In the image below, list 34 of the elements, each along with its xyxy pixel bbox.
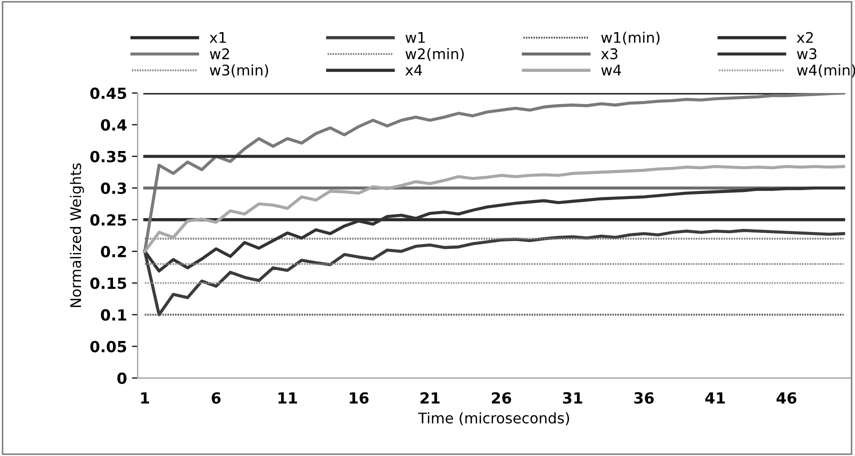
x-tick-label: 16 bbox=[350, 392, 369, 404]
x-tick-label: 1 bbox=[141, 392, 150, 404]
y-tick-label: 0.1 bbox=[100, 309, 126, 321]
y-tick-label: 0.35 bbox=[90, 150, 126, 162]
x-tick-label: 21 bbox=[420, 392, 440, 404]
legend-label: x4 bbox=[405, 64, 422, 76]
x-tick-label: 31 bbox=[563, 392, 582, 404]
legend-label: x2 bbox=[796, 32, 813, 43]
y-tick-label: 0.3 bbox=[100, 182, 126, 194]
y-tick-label: 0.45 bbox=[90, 87, 126, 100]
legend-label: w3 bbox=[796, 48, 816, 60]
y-tick-label: 0 bbox=[117, 372, 127, 384]
x-tick-label: 41 bbox=[705, 392, 725, 404]
legend-label: w2(min) bbox=[406, 48, 464, 62]
x-tick-label: 46 bbox=[776, 392, 796, 404]
legend-label: w4 bbox=[601, 64, 622, 76]
y-axis-title: Normalized Weights bbox=[70, 163, 84, 307]
x-tick-label: 11 bbox=[278, 392, 297, 404]
legend-label: w1(min) bbox=[601, 32, 660, 45]
legend-label: x3 bbox=[601, 48, 618, 60]
legend-label: w2 bbox=[210, 48, 229, 60]
y-tick-label: 0.4 bbox=[100, 119, 127, 131]
y-tick-label: 0.25 bbox=[90, 214, 126, 226]
legend-label: w4(min) bbox=[796, 64, 855, 78]
legend-label: x1 bbox=[210, 32, 226, 43]
y-tick-label: 0.2 bbox=[100, 246, 126, 258]
x-tick-label: 6 bbox=[212, 392, 221, 404]
x-tick-label: 26 bbox=[492, 392, 512, 404]
y-tick-label: 0.15 bbox=[90, 277, 126, 290]
y-tick-label: 0.05 bbox=[90, 340, 126, 352]
x-tick-label: 36 bbox=[634, 392, 654, 404]
x-axis-title: Time (microseconds) bbox=[418, 412, 570, 426]
legend-label: w3(min) bbox=[210, 64, 268, 78]
legend-label: w1 bbox=[406, 32, 425, 43]
